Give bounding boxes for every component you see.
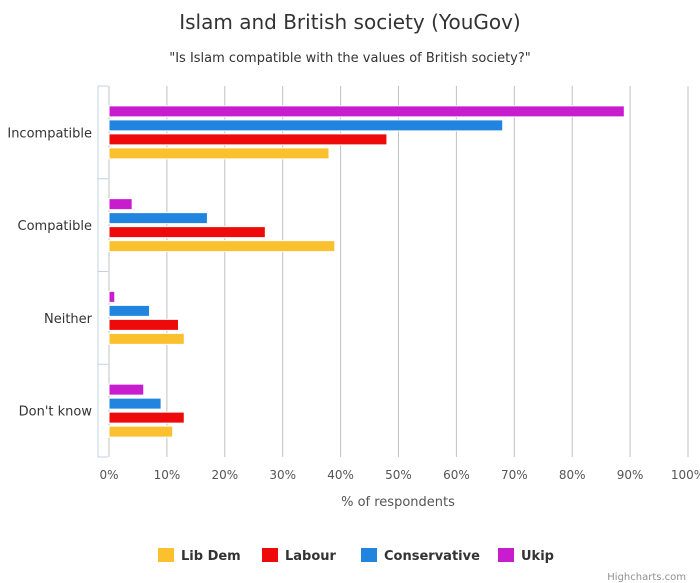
bar-ukip bbox=[108, 383, 145, 396]
x-tick-label: 0% bbox=[99, 468, 118, 482]
x-tick-label: 50% bbox=[385, 468, 412, 482]
bar-ukip bbox=[108, 105, 625, 118]
bar-ukip bbox=[108, 290, 116, 303]
legend-label: Ukip bbox=[521, 549, 554, 564]
category-label: Don't know bbox=[19, 405, 93, 420]
x-tick-label: 70% bbox=[501, 468, 528, 482]
chart-title: Islam and British society (YouGov) bbox=[179, 10, 521, 34]
bar-lib-dem bbox=[108, 147, 330, 160]
bar-series bbox=[108, 105, 625, 438]
x-tick-label: 30% bbox=[269, 468, 296, 482]
x-tick-label: 20% bbox=[211, 468, 238, 482]
legend-label: Conservative bbox=[384, 549, 480, 564]
x-axis-title: % of respondents bbox=[341, 495, 455, 510]
legend-label: Lib Dem bbox=[181, 549, 241, 564]
x-tick-label: 40% bbox=[327, 468, 354, 482]
bar-labour bbox=[108, 411, 185, 424]
legend-label: Labour bbox=[285, 549, 337, 564]
category-axis: Incompatible Compatible Neither Don't know bbox=[7, 85, 108, 458]
legend-swatch bbox=[361, 548, 377, 562]
bar-labour bbox=[108, 226, 266, 239]
category-label: Neither bbox=[44, 312, 93, 327]
bar-lib-dem bbox=[108, 240, 336, 253]
bar-conservative bbox=[108, 397, 162, 410]
chart-subtitle: "Is Islam compatible with the values of … bbox=[169, 51, 531, 66]
x-tick-label: 100% bbox=[671, 468, 700, 482]
x-tick-label: 10% bbox=[154, 468, 181, 482]
legend-swatch bbox=[262, 548, 278, 562]
x-tick-label: 90% bbox=[617, 468, 644, 482]
credit-text[interactable]: Highcharts.com bbox=[607, 572, 686, 583]
legend-swatch bbox=[158, 548, 174, 562]
bar-labour bbox=[108, 133, 388, 146]
category-label: Compatible bbox=[18, 219, 92, 234]
x-tick-label: 60% bbox=[443, 468, 470, 482]
category-label: Incompatible bbox=[7, 126, 92, 141]
legend: Lib Dem Labour Conservative Ukip bbox=[158, 548, 554, 564]
bar-lib-dem bbox=[108, 332, 185, 345]
legend-swatch bbox=[498, 548, 514, 562]
bar-conservative bbox=[108, 212, 208, 225]
bar-conservative bbox=[108, 304, 151, 317]
x-tick-label: 80% bbox=[559, 468, 586, 482]
value-axis-ticks: 0% 10% 20% 30% 40% 50% 60% 70% 80% 90% 100% bbox=[99, 468, 700, 482]
bar-ukip bbox=[108, 198, 133, 211]
bar-lib-dem bbox=[108, 425, 174, 438]
bar-labour bbox=[108, 318, 179, 331]
bar-conservative bbox=[108, 119, 504, 132]
